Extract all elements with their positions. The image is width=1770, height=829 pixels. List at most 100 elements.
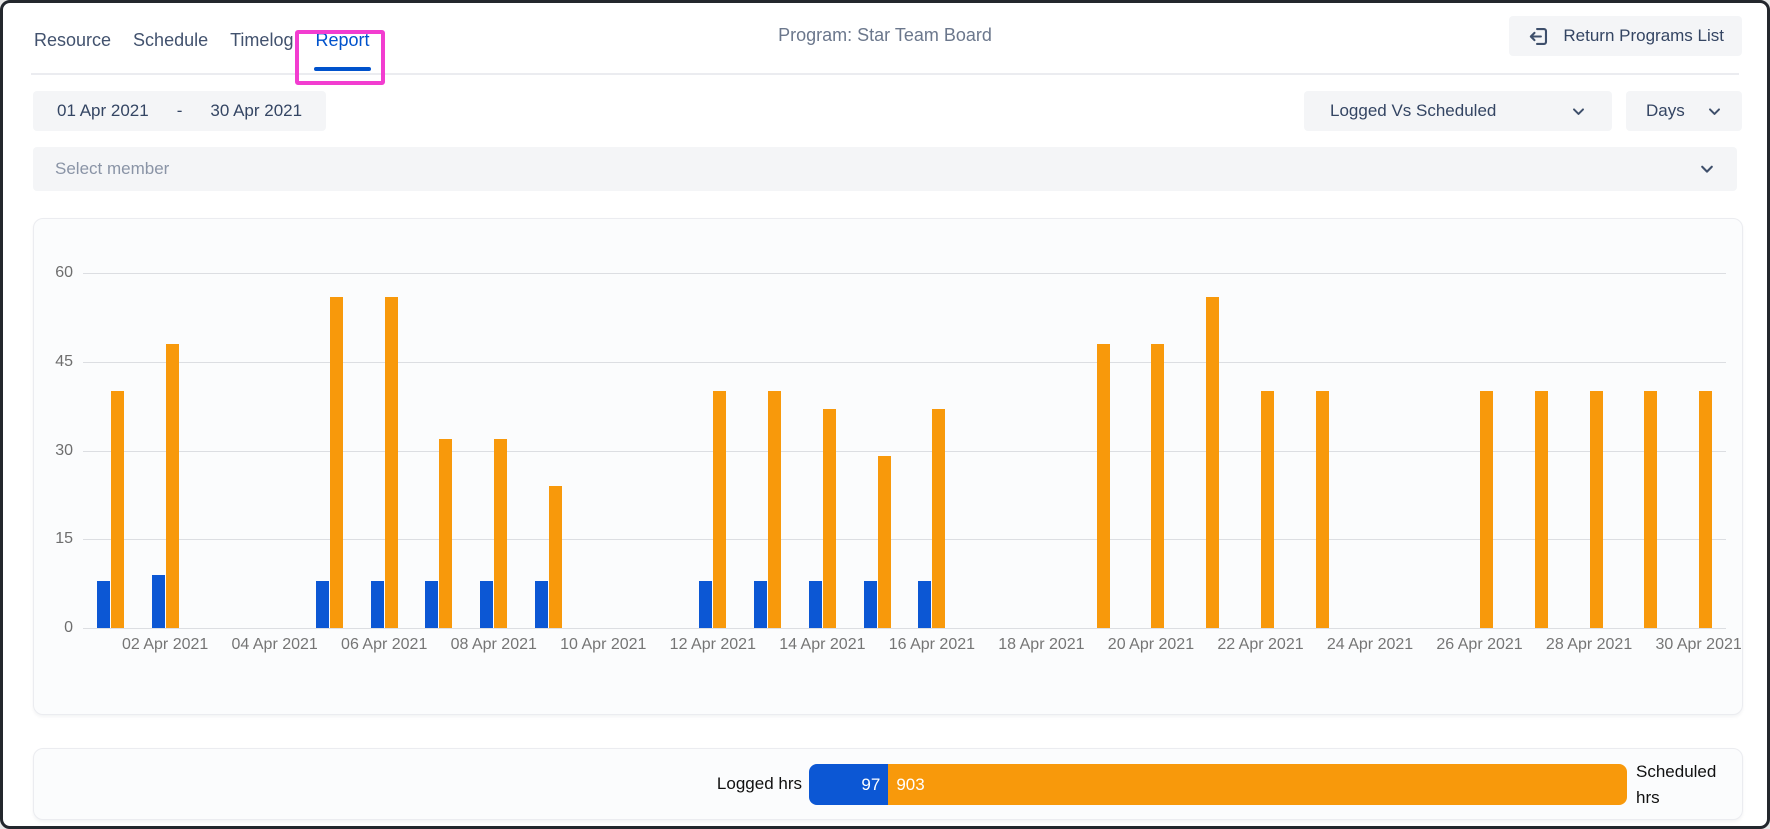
y-axis-tick-15: 15 [55, 530, 73, 548]
day-slot-14 Apr 2021 [795, 273, 850, 628]
logged-hrs-label: Logged hrs [716, 774, 802, 793]
day-slot-22 Apr 2021 [1233, 273, 1288, 628]
day-slot-11 Apr 2021 [631, 273, 686, 628]
bar-scheduled-22 Apr 2021[interactable] [1260, 391, 1274, 628]
bar-logged-12 Apr 2021[interactable] [699, 580, 713, 628]
page-title: Program: Star Team Board [778, 25, 992, 45]
gridline-y45 [83, 361, 1726, 363]
report-chart-card: 0 15 30 45 60 02 Apr 2021 04 Apr 2021 06 Apr 20… [33, 218, 1743, 715]
bar-scheduled-26 Apr 2021[interactable] [1480, 391, 1494, 628]
date-range-picker[interactable]: 01 Apr 2021 - 30 Apr 2021 [33, 91, 327, 131]
bar-scheduled-13 Apr 2021[interactable] [768, 391, 782, 628]
bar-scheduled-14 Apr 2021[interactable] [822, 409, 836, 628]
bar-logged-14 Apr 2021[interactable] [808, 580, 822, 628]
bar-logged-05 Apr 2021[interactable] [315, 580, 329, 628]
metric-dropdown-value: Logged Vs Scheduled [1330, 101, 1497, 120]
member-select-placeholder: Select member [55, 159, 170, 178]
bar-scheduled-07 Apr 2021[interactable] [439, 438, 453, 628]
bar-scheduled-20 Apr 2021[interactable] [1151, 344, 1165, 628]
bar-scheduled-23 Apr 2021[interactable] [1315, 391, 1329, 628]
day-slot-01 Apr 2021 [83, 273, 138, 628]
logged-hrs-value: 97 [861, 774, 881, 794]
active-tab-underline [314, 67, 371, 71]
tab-resource[interactable]: Resource [34, 30, 112, 50]
bar-scheduled-08 Apr 2021[interactable] [494, 438, 508, 628]
bar-logged-08 Apr 2021[interactable] [480, 580, 494, 628]
bar-scheduled-06 Apr 2021[interactable] [384, 296, 398, 628]
chevron-down-icon [1571, 104, 1586, 119]
day-slot-02 Apr 2021 [138, 273, 193, 628]
chevron-down-icon [1699, 161, 1715, 177]
day-slot-05 Apr 2021 [302, 273, 357, 628]
bar-scheduled-09 Apr 2021[interactable] [549, 486, 562, 628]
bar-scheduled-29 Apr 2021[interactable] [1644, 391, 1658, 628]
day-slot-29 Apr 2021 [1616, 273, 1671, 628]
bar-logged-16 Apr 2021[interactable] [918, 580, 932, 628]
day-slot-21 Apr 2021 [1178, 273, 1233, 628]
x-axis-tick-16 Apr 2021: 16 Apr 2021 [888, 636, 976, 653]
x-axis-tick-08 Apr 2021: 08 Apr 2021 [450, 636, 537, 653]
bar-logged-01 Apr 2021[interactable] [96, 580, 110, 628]
bar-scheduled-16 Apr 2021[interactable] [932, 409, 946, 628]
day-slot-24 Apr 2021 [1343, 273, 1398, 628]
day-slot-23 Apr 2021 [1288, 273, 1343, 628]
x-axis-tick-24 Apr 2021: 24 Apr 2021 [1326, 636, 1414, 653]
day-slot-20 Apr 2021 [1124, 273, 1179, 628]
day-slot-26 Apr 2021 [1452, 273, 1507, 628]
tab-report-label: Report [315, 30, 370, 50]
bar-logged-06 Apr 2021[interactable] [370, 580, 384, 628]
bar-scheduled-01 Apr 2021[interactable] [110, 391, 124, 628]
x-axis-tick-02 Apr 2021: 02 Apr 2021 [121, 636, 209, 653]
gridline-y30 [83, 450, 1726, 452]
bar-scheduled-12 Apr 2021[interactable] [713, 391, 727, 628]
metric-dropdown[interactable]: Logged Vs Scheduled [1304, 91, 1612, 131]
day-slot-27 Apr 2021 [1507, 273, 1562, 628]
bar-logged-02 Apr 2021[interactable] [151, 574, 165, 628]
y-axis-tick-60: 60 [55, 264, 73, 281]
tab-report[interactable]: Report [314, 4, 371, 73]
gridline-y0 [83, 628, 1726, 629]
return-programs-button[interactable]: Return Programs List [1509, 16, 1742, 56]
bar-logged-15 Apr 2021[interactable] [863, 580, 877, 628]
scheduled-hrs-label: Scheduled hrs [1636, 762, 1717, 807]
tab-timelog[interactable]: Timelog [230, 30, 294, 50]
bar-scheduled-28 Apr 2021[interactable] [1589, 391, 1603, 628]
bar-scheduled-19 Apr 2021[interactable] [1096, 344, 1110, 628]
bar-scheduled-27 Apr 2021[interactable] [1534, 391, 1548, 628]
day-slot-16 Apr 2021 [905, 273, 960, 628]
day-slot-18 Apr 2021 [1014, 273, 1069, 628]
member-select[interactable]: Select member [33, 147, 1737, 191]
bar-logged-09 Apr 2021[interactable] [535, 580, 548, 628]
day-slot-19 Apr 2021 [1069, 273, 1124, 628]
x-axis-tick-28 Apr 2021: 28 Apr 2021 [1545, 636, 1633, 653]
x-axis-tick-20 Apr 2021: 20 Apr 2021 [1107, 636, 1195, 653]
x-axis-tick-04 Apr 2021: 04 Apr 2021 [231, 636, 318, 653]
gridline-y60 [83, 273, 1726, 274]
date-to-value: 30 Apr 2021 [210, 101, 303, 120]
day-slot-30 Apr 2021 [1671, 273, 1726, 628]
day-slot-08 Apr 2021 [466, 273, 521, 628]
tabbar-divider [31, 73, 1739, 75]
day-slot-03 Apr 2021 [193, 273, 248, 628]
tab-bar: Resource Schedule Timelog Report [33, 3, 371, 74]
bar-scheduled-30 Apr 2021[interactable] [1699, 391, 1713, 628]
y-axis-tick-30: 30 [55, 441, 73, 459]
x-axis-tick-26 Apr 2021: 26 Apr 2021 [1436, 636, 1523, 653]
bar-logged-07 Apr 2021[interactable] [425, 580, 439, 628]
return-programs-button-label: Return Programs List [1563, 26, 1724, 45]
bar-scheduled-02 Apr 2021[interactable] [165, 344, 179, 628]
day-slot-25 Apr 2021 [1397, 273, 1452, 628]
bar-scheduled-15 Apr 2021[interactable] [877, 456, 891, 628]
scheduled-hrs-value: 903 [896, 774, 925, 794]
tab-schedule[interactable]: Schedule [133, 30, 209, 50]
bar-scheduled-05 Apr 2021[interactable] [329, 296, 343, 628]
bar-scheduled-21 Apr 2021[interactable] [1206, 296, 1220, 628]
logged-hrs-segment: 97 [809, 764, 889, 805]
day-slot-09 Apr 2021 [521, 273, 576, 628]
bar-logged-13 Apr 2021[interactable] [754, 580, 768, 628]
x-axis-tick-12 Apr 2021: 12 Apr 2021 [669, 636, 756, 653]
day-slot-10 Apr 2021 [576, 273, 631, 628]
unit-dropdown[interactable]: Days [1626, 91, 1742, 131]
return-arrow-icon [1527, 25, 1550, 48]
